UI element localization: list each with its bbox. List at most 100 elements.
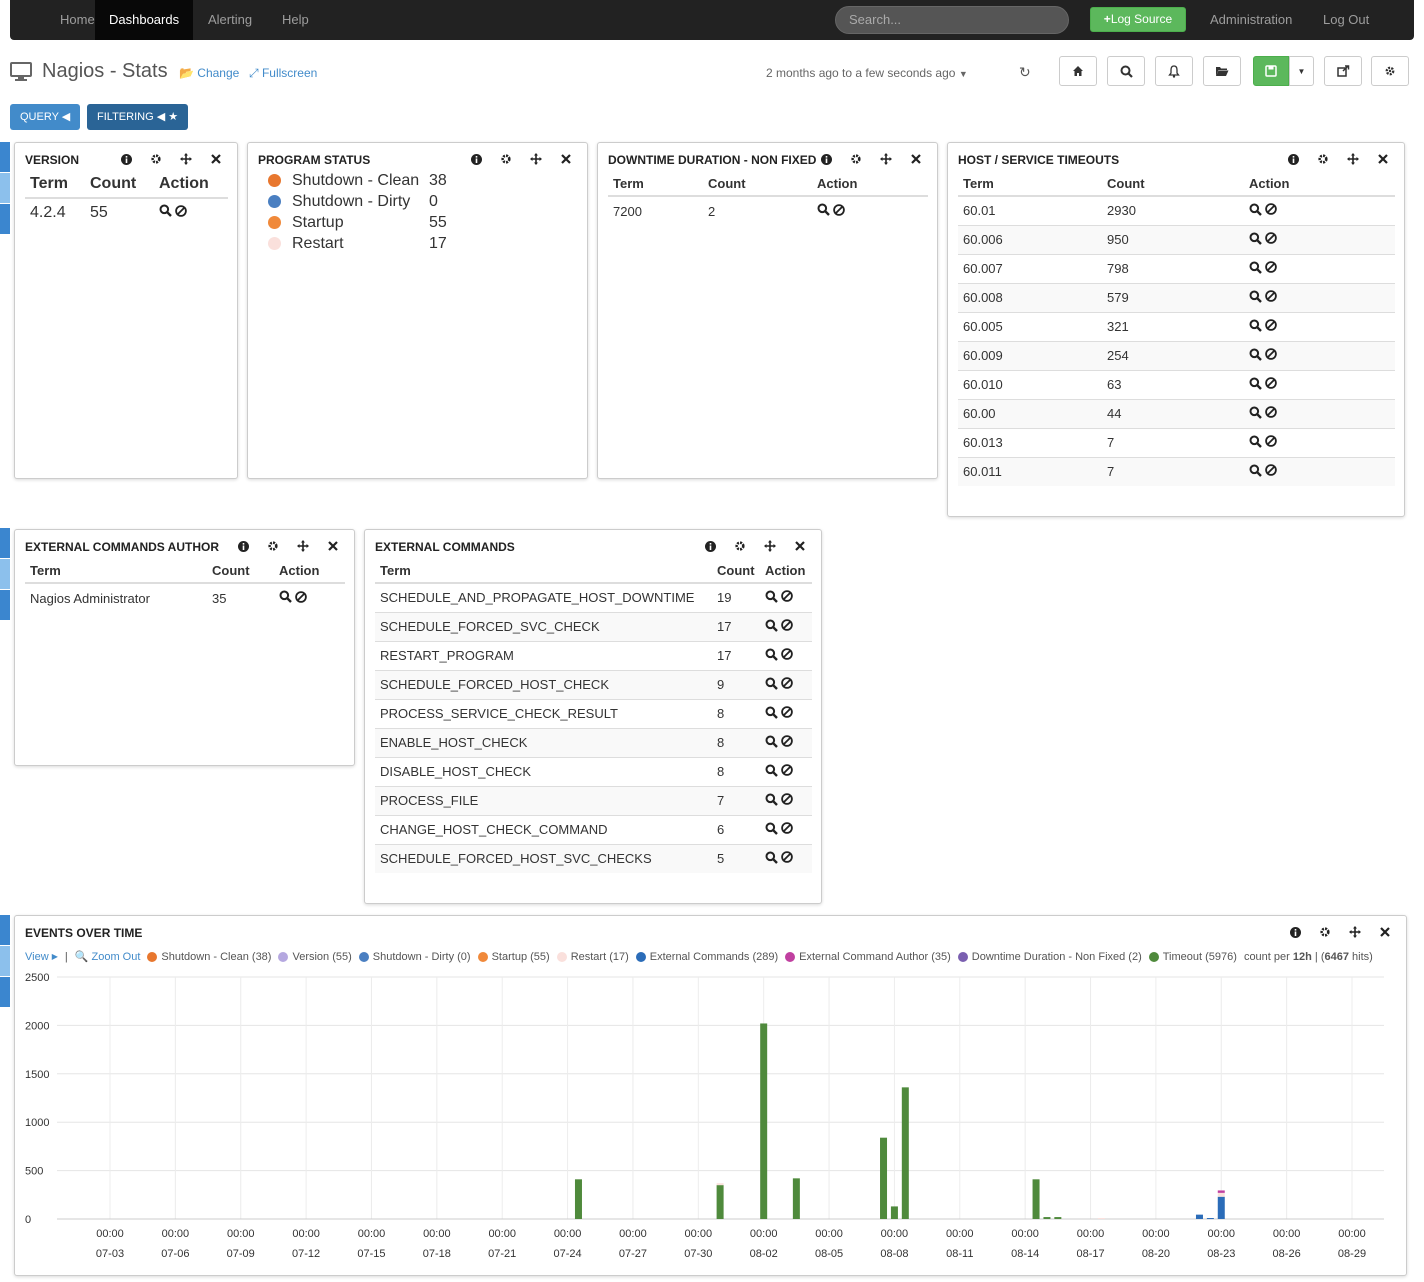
search-button[interactable] <box>1107 56 1145 86</box>
ban-icon[interactable] <box>295 590 307 603</box>
ban-icon[interactable] <box>1265 435 1277 447</box>
row-1-collapse-tab[interactable] <box>0 142 10 235</box>
search-icon[interactable] <box>765 764 778 777</box>
nav-help[interactable]: Help <box>282 12 309 27</box>
move-handle[interactable] <box>288 538 318 554</box>
info-button[interactable] <box>111 151 141 167</box>
info-button[interactable] <box>461 151 491 167</box>
legend-item[interactable]: Version (55) <box>278 951 352 963</box>
save-dropdown-button[interactable]: ▼ <box>1289 56 1314 86</box>
settings-button[interactable] <box>1371 56 1409 86</box>
ban-icon[interactable] <box>1265 261 1277 273</box>
nav-logout[interactable]: Log Out <box>1323 12 1370 27</box>
search-icon[interactable] <box>159 204 172 217</box>
ban-icon[interactable] <box>781 677 793 689</box>
legend-item[interactable]: Shutdown - Dirty (0) <box>358 951 471 963</box>
legend-item[interactable]: Startup (55) <box>477 951 550 963</box>
search-icon[interactable] <box>765 590 778 603</box>
nav-alerting[interactable]: Alerting <box>208 12 253 27</box>
ban-icon[interactable] <box>781 735 793 747</box>
ban-icon[interactable] <box>781 793 793 805</box>
view-menu[interactable]: View ▶ <box>25 951 58 963</box>
home-button[interactable] <box>1059 56 1097 86</box>
log-source-button[interactable]: +Log Source <box>1090 7 1186 32</box>
nav-home[interactable]: Home <box>60 12 95 27</box>
move-handle[interactable] <box>1338 151 1368 167</box>
move-handle[interactable] <box>755 538 785 554</box>
legend-item[interactable]: Shutdown - Clean (38) <box>147 951 271 963</box>
move-handle[interactable] <box>521 151 551 167</box>
search-icon[interactable] <box>1249 319 1262 332</box>
row-3-collapse-tab[interactable] <box>0 915 10 1008</box>
close-button[interactable] <box>901 151 931 167</box>
fullscreen-link[interactable]: ⤢ Fullscreen <box>249 66 317 81</box>
legend-item[interactable]: External Command Author (35) <box>785 951 951 963</box>
ban-icon[interactable] <box>1265 232 1277 244</box>
search-icon[interactable] <box>1249 348 1262 361</box>
ban-icon[interactable] <box>1265 464 1277 477</box>
search-icon[interactable] <box>1249 464 1262 477</box>
search-icon[interactable] <box>765 793 778 806</box>
ban-icon[interactable] <box>1265 319 1277 331</box>
search-icon[interactable] <box>1249 406 1262 419</box>
search-icon[interactable] <box>1249 261 1262 274</box>
search-icon[interactable] <box>1249 290 1262 303</box>
nav-administration[interactable]: Administration <box>1210 12 1293 27</box>
ban-icon[interactable] <box>1265 203 1277 216</box>
filtering-button[interactable]: FILTERING ◀ ★ <box>87 104 189 130</box>
legend-item[interactable]: Restart (17) <box>556 951 629 963</box>
ban-icon[interactable] <box>781 822 793 834</box>
share-button[interactable] <box>1324 56 1362 86</box>
search-icon[interactable] <box>817 203 830 216</box>
info-button[interactable] <box>1280 924 1310 940</box>
panel-settings-button[interactable] <box>1308 151 1338 167</box>
panel-settings-button[interactable] <box>1310 924 1340 940</box>
row-2-collapse-tab[interactable] <box>0 528 10 621</box>
info-button[interactable] <box>1278 151 1308 167</box>
panel-settings-button[interactable] <box>491 151 521 167</box>
panel-settings-button[interactable] <box>141 151 171 167</box>
change-link[interactable]: 📂 Change <box>179 66 239 80</box>
search-icon[interactable] <box>1249 435 1262 448</box>
legend-item[interactable]: Downtime Duration - Non Fixed (2) <box>957 951 1142 963</box>
zoom-out-link[interactable]: 🔍 Zoom Out <box>75 950 141 964</box>
search-icon[interactable] <box>765 706 778 719</box>
close-button[interactable] <box>1370 924 1400 940</box>
ban-icon[interactable] <box>1265 348 1277 360</box>
ban-icon[interactable] <box>781 706 793 718</box>
panel-settings-button[interactable] <box>841 151 871 167</box>
search-icon[interactable] <box>765 851 778 864</box>
ban-icon[interactable] <box>1265 377 1277 389</box>
ban-icon[interactable] <box>781 590 793 603</box>
info-button[interactable] <box>695 538 725 554</box>
ban-icon[interactable] <box>833 203 845 216</box>
info-button[interactable] <box>228 538 258 554</box>
legend-item[interactable]: Timeout (5976) <box>1148 951 1237 963</box>
search-input[interactable]: Search... <box>835 6 1069 34</box>
search-icon[interactable] <box>765 735 778 748</box>
search-icon[interactable] <box>765 648 778 661</box>
ban-icon[interactable] <box>1265 406 1277 418</box>
close-button[interactable] <box>785 538 815 554</box>
load-button[interactable] <box>1203 56 1241 86</box>
panel-settings-button[interactable] <box>258 538 288 554</box>
info-button[interactable] <box>811 151 841 167</box>
events-chart[interactable]: 0 500 1000 1500 2000 2500 00:00 07-03 00:00 07-06… <box>15 968 1405 1268</box>
ban-icon[interactable] <box>175 204 187 217</box>
ban-icon[interactable] <box>781 648 793 660</box>
search-icon[interactable] <box>765 619 778 632</box>
move-handle[interactable] <box>871 151 901 167</box>
timerange-picker[interactable]: 2 months ago to a few seconds ago ▼ <box>766 66 968 80</box>
ban-icon[interactable] <box>781 764 793 776</box>
close-button[interactable] <box>201 151 231 167</box>
query-button[interactable]: QUERY ◀ <box>10 104 81 130</box>
search-icon[interactable] <box>279 590 292 603</box>
search-icon[interactable] <box>1249 203 1262 216</box>
search-icon[interactable] <box>765 822 778 835</box>
nav-dashboards[interactable]: Dashboards <box>95 0 194 40</box>
close-button[interactable] <box>551 151 581 167</box>
search-icon[interactable] <box>765 677 778 690</box>
ban-icon[interactable] <box>1265 290 1277 302</box>
ban-icon[interactable] <box>781 851 793 864</box>
save-button[interactable] <box>1253 56 1289 86</box>
